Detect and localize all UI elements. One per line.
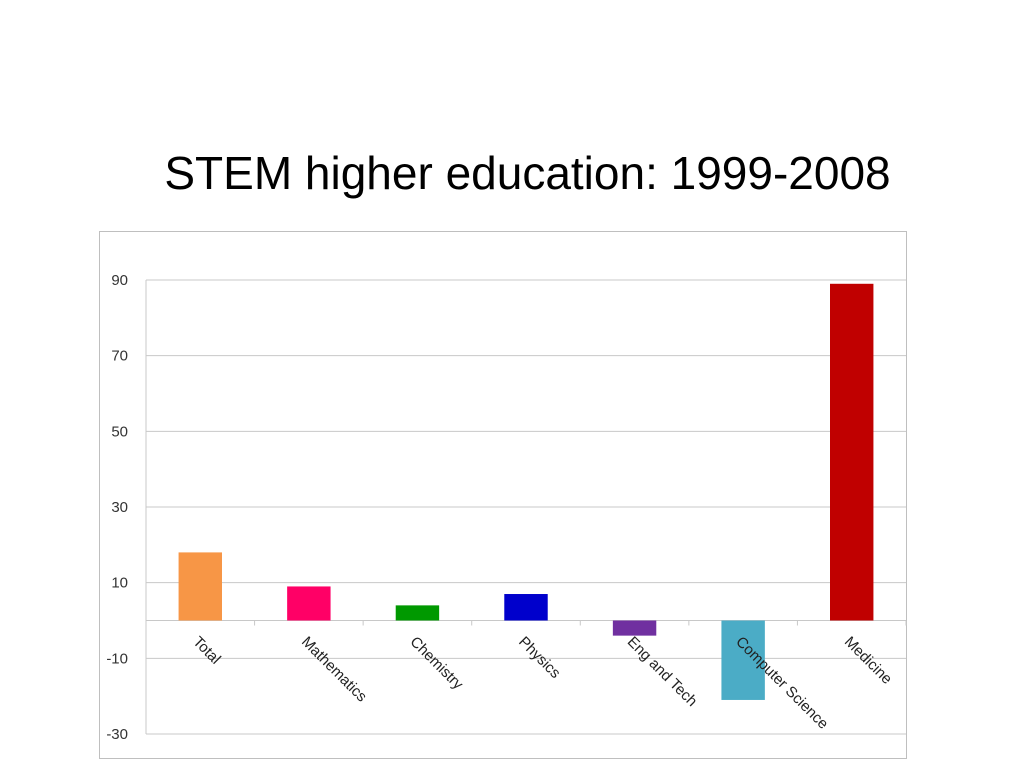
bar-computer-science: [721, 620, 765, 700]
y-tick-label: 30: [111, 499, 128, 516]
x-tick-label: Physics: [515, 633, 564, 682]
chart-frame: [99, 231, 907, 759]
bar-total: [178, 552, 222, 621]
x-tick-label: Total: [189, 633, 223, 667]
slide-title: STEM higher education: 1999-2008: [164, 147, 891, 199]
x-tick-label: Chemistry: [407, 633, 467, 693]
x-tick-label: Mathematics: [298, 633, 370, 705]
bar-eng-and-tech: [612, 620, 657, 636]
y-tick-label: 70: [111, 348, 128, 365]
x-tick-label: Medicine: [841, 633, 895, 687]
y-tick-label: 10: [111, 575, 128, 592]
x-tick-label: Eng and Tech: [624, 633, 701, 710]
bar-chemistry: [395, 605, 440, 621]
bar-medicine: [830, 283, 874, 621]
bar-physics: [504, 594, 548, 621]
y-tick-label: -10: [106, 650, 128, 667]
y-tick-label: 90: [111, 272, 128, 289]
bar-mathematics: [287, 586, 331, 621]
y-tick-label: -30: [106, 726, 128, 743]
y-tick-label: 50: [111, 423, 128, 440]
